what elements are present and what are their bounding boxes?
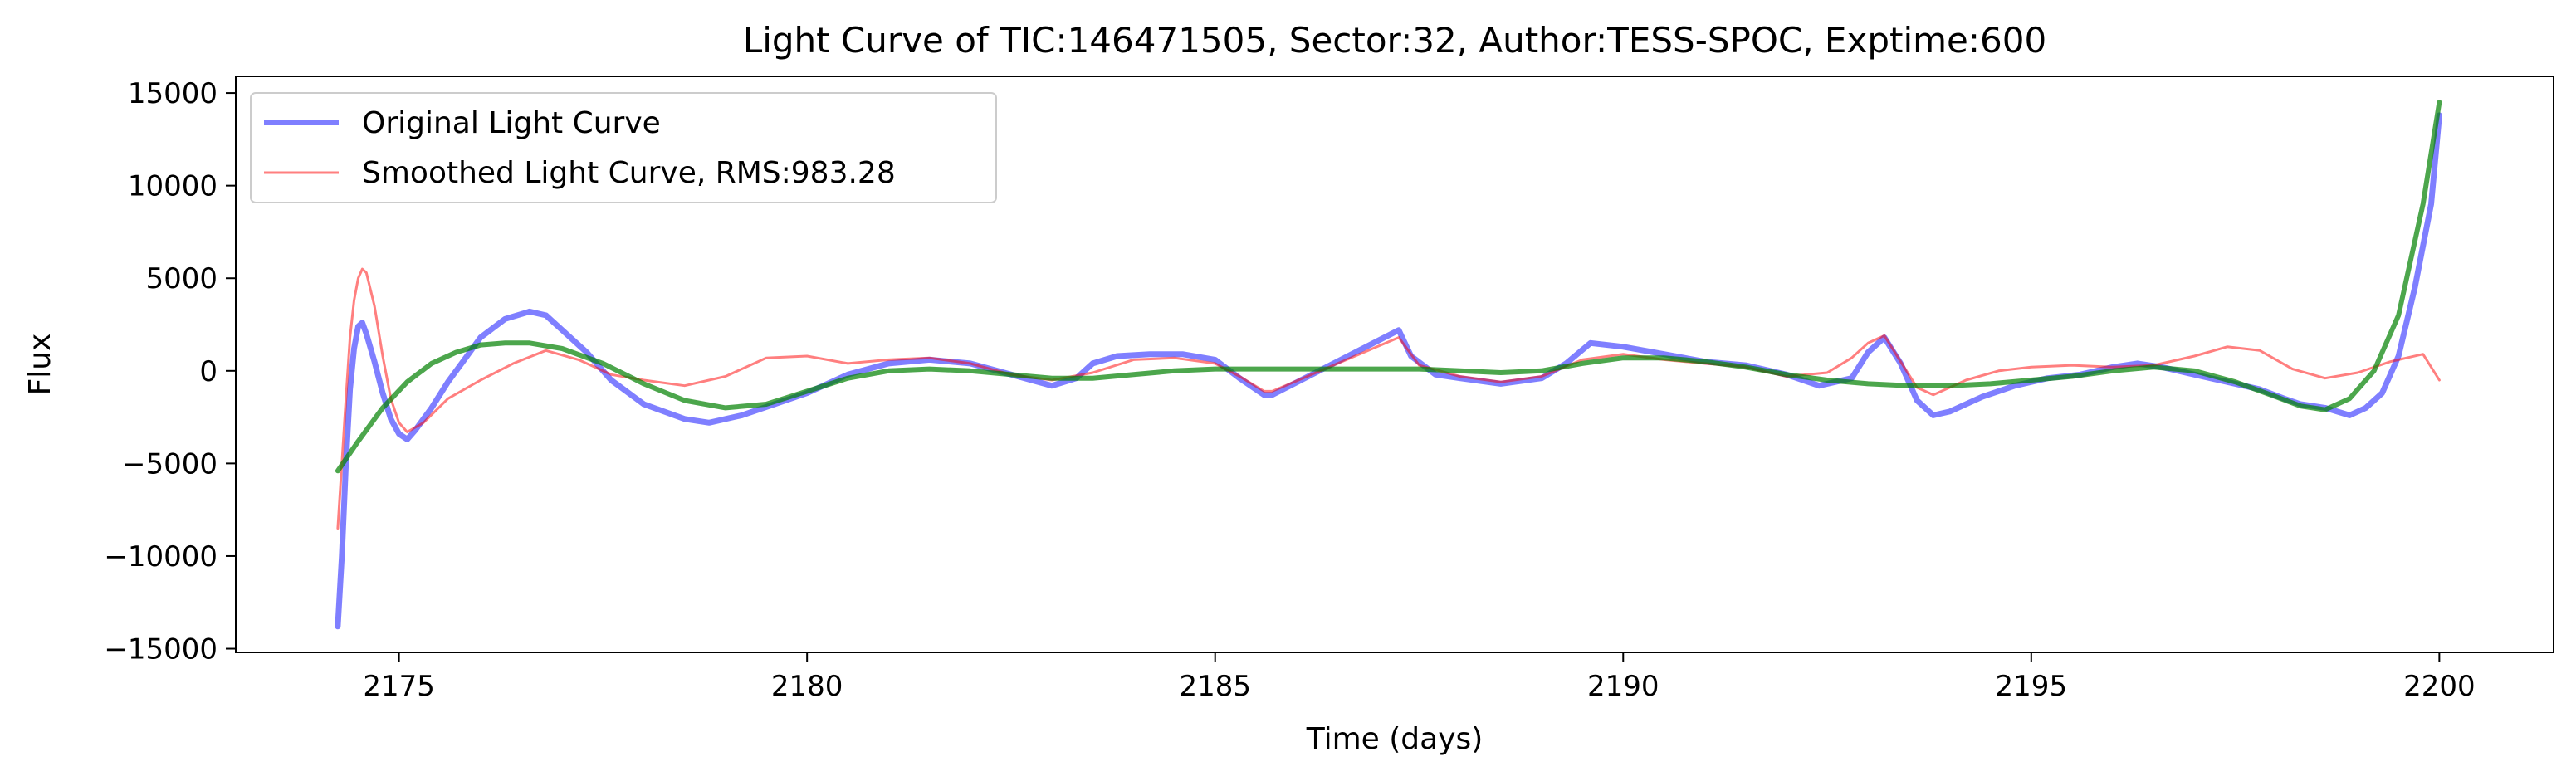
series-original-line xyxy=(335,112,2442,630)
x-tick-label: 2180 xyxy=(771,670,843,703)
legend-label-smoothed: Smoothed Light Curve, RMS:983.28 xyxy=(362,156,896,190)
x-tick-label: 2175 xyxy=(363,670,435,703)
plot-area xyxy=(235,76,2554,653)
y-tick-label: 10000 xyxy=(128,170,218,203)
chart-title: Light Curve of TIC:146471505, Sector:32,… xyxy=(743,20,2046,61)
y-axis-ticks: −15000 −10000 −5000 0 5000 10000 15000 xyxy=(104,77,236,666)
series-layer xyxy=(335,100,2442,630)
x-axis-label: Time (days) xyxy=(1306,722,1484,756)
axes-frame xyxy=(235,76,2554,653)
x-tick-label: 2190 xyxy=(1587,670,1659,703)
series-smoothed-line xyxy=(336,267,2441,530)
y-tick-label: −15000 xyxy=(104,633,218,666)
y-tick-label: −10000 xyxy=(104,540,218,574)
legend-box xyxy=(250,92,997,203)
x-tick-label: 2195 xyxy=(1996,670,2068,703)
y-tick-label: 15000 xyxy=(128,77,218,110)
legend-label-original: Original Light Curve xyxy=(362,106,661,140)
series-fit-line xyxy=(335,100,2442,474)
x-tick-label: 2200 xyxy=(2403,670,2476,703)
y-axis-label: Flux xyxy=(23,334,57,396)
y-tick-label: −5000 xyxy=(122,447,218,481)
y-tick-label: 0 xyxy=(199,355,218,388)
legend: Original Light Curve Smoothed Light Curv… xyxy=(250,92,997,203)
x-axis-ticks: 2175 2180 2185 2190 2195 2200 xyxy=(363,652,2476,703)
x-tick-label: 2185 xyxy=(1179,670,1251,703)
y-tick-label: 5000 xyxy=(145,262,218,295)
